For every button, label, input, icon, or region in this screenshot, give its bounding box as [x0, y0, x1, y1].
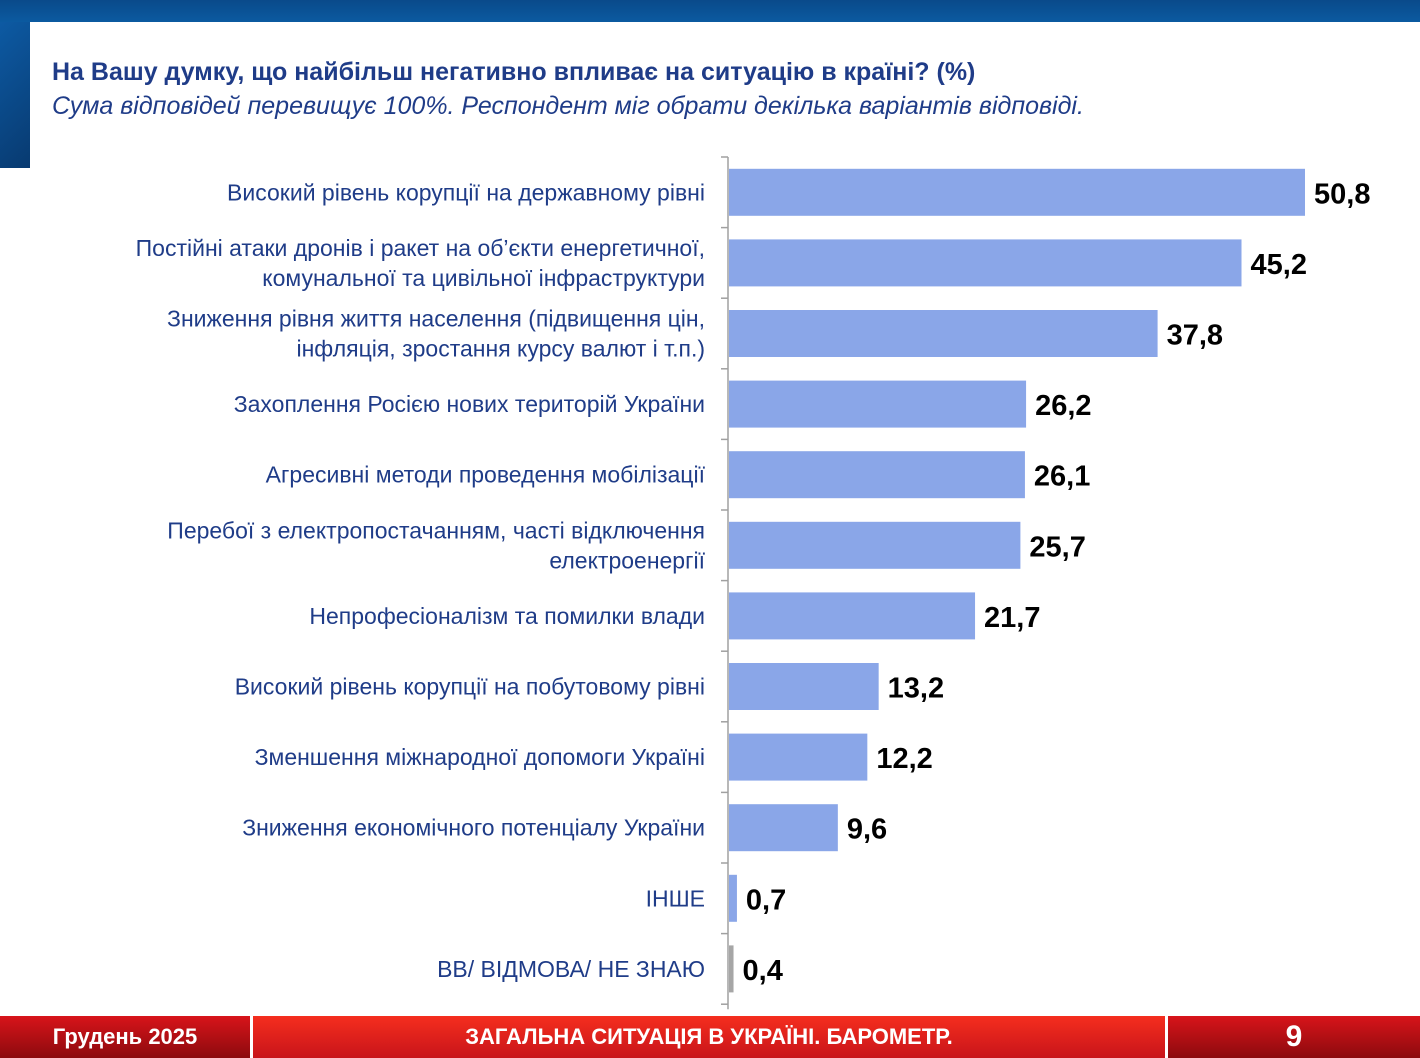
- category-label: Непрофесіоналізм та помилки влади: [309, 603, 705, 629]
- category-label: Зниження економічного потенціалу України: [242, 815, 705, 841]
- bar: [729, 451, 1025, 499]
- data-label: 45,2: [1251, 249, 1307, 281]
- chart-subtitle: Сума відповідей перевищує 100%. Респонде…: [52, 92, 1084, 120]
- data-label: 50,8: [1314, 178, 1370, 210]
- category-label: Зменшення міжнародної допомоги Україні: [255, 744, 705, 770]
- category-label: Перебої з електропостачанням, часті відк…: [167, 517, 705, 543]
- bar: [729, 380, 1027, 428]
- chart-title: На Вашу думку, що найбільш негативно впл…: [52, 58, 976, 86]
- footer: Грудень 2025 ЗАГАЛЬНА СИТУАЦІЯ В УКРАЇНІ…: [0, 1016, 1420, 1058]
- category-label: Агресивні методи проведення мобілізації: [266, 462, 706, 488]
- data-label: 12,2: [876, 743, 932, 775]
- bar: [729, 592, 976, 640]
- bar: [729, 804, 838, 852]
- data-label: 37,8: [1167, 320, 1223, 352]
- data-label: 0,7: [746, 884, 786, 916]
- category-label: комунальної та цивільної інфраструктури: [262, 265, 705, 291]
- data-label: 26,1: [1034, 461, 1090, 493]
- category-label: ІНШЕ: [646, 885, 705, 911]
- page-number: 9: [1168, 1016, 1420, 1058]
- bar: [729, 310, 1158, 357]
- category-label: Постійні атаки дронів і ракет на об’єкти…: [136, 235, 705, 261]
- data-label: 13,2: [888, 673, 944, 705]
- footer-date: Грудень 2025: [0, 1016, 250, 1058]
- data-label: 9,6: [847, 814, 887, 846]
- side-accent: [0, 22, 30, 168]
- bar: [729, 663, 879, 710]
- data-label: 26,2: [1035, 390, 1091, 422]
- footer-section: ЗАГАЛЬНА СИТУАЦІЯ В УКРАЇНІ. БАРОМЕТР.: [253, 1016, 1165, 1058]
- category-label: Високий рівень корупції на побутовому рі…: [235, 674, 705, 700]
- data-label: 25,7: [1029, 531, 1085, 563]
- bar: [729, 521, 1021, 569]
- category-label: ВВ/ ВІДМОВА/ НЕ ЗНАЮ: [437, 956, 705, 982]
- category-label: Зниження рівня життя населення (підвищен…: [167, 306, 705, 332]
- category-label: електроенергії: [549, 547, 705, 573]
- bar-chart: 50,8 Високий рівень корупції на державном…: [136, 156, 1370, 1010]
- data-label: 21,7: [984, 602, 1040, 634]
- category-label: Захоплення Росією нових територій Україн…: [234, 391, 705, 417]
- top-bar: [0, 0, 1420, 22]
- bar: [729, 168, 1305, 216]
- bar: [729, 945, 734, 993]
- bar: [729, 874, 737, 922]
- bar: [729, 733, 868, 781]
- category-label: Високий рівень корупції на державному рі…: [227, 179, 705, 205]
- bar: [729, 239, 1242, 287]
- data-label: 0,4: [743, 955, 783, 987]
- category-label: інфляція, зростання курсу валют і т.п.): [296, 336, 705, 362]
